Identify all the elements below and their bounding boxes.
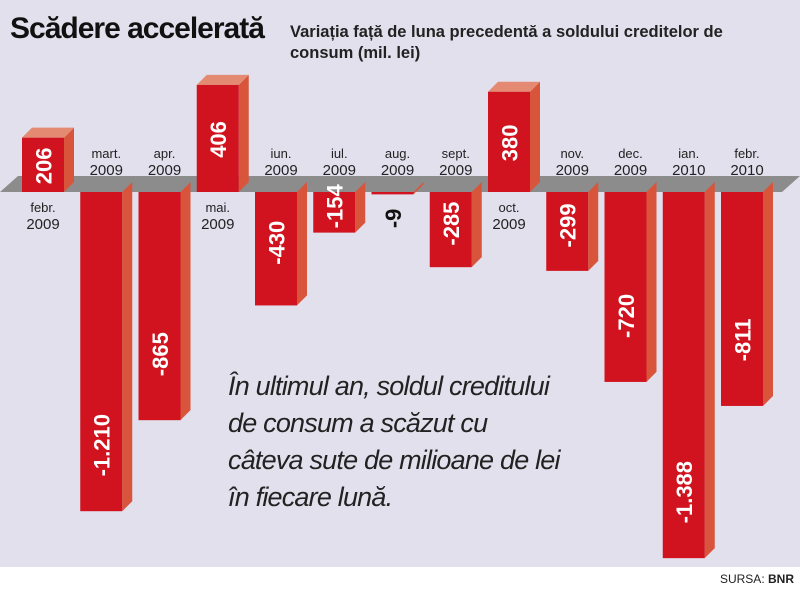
data-label: -299: [556, 203, 581, 247]
data-label: 380: [498, 125, 523, 162]
data-label: 406: [206, 121, 231, 158]
bar-side: [530, 81, 540, 192]
category-label: 2010: [730, 162, 763, 179]
category-label: 2009: [439, 162, 472, 179]
annotation-note: În ultimul an, soldul creditului de cons…: [228, 368, 588, 516]
data-label: 206: [32, 147, 57, 184]
bar: [313, 192, 356, 233]
category-label: 2009: [492, 216, 525, 233]
bar-side: [471, 182, 482, 268]
note-line: În ultimul an, soldul creditului: [228, 371, 550, 401]
bar-side: [588, 182, 599, 271]
bar: [721, 192, 763, 406]
category-label: 2009: [148, 162, 181, 179]
bar: [138, 192, 181, 421]
category-label: iun.: [271, 146, 292, 161]
chart-subtitle: Variația față de luna precedentă a soldu…: [290, 23, 723, 62]
bar-side: [180, 182, 191, 421]
data-label: -154: [323, 184, 348, 229]
data-label: -720: [614, 294, 639, 338]
category-label: 2009: [614, 162, 647, 179]
page-title: Scădere accelerată: [10, 12, 265, 45]
bar: [255, 192, 297, 306]
category-label: mart.: [91, 146, 121, 161]
bar-top: [196, 74, 249, 85]
bar-side: [297, 182, 307, 306]
category-label: apr.: [154, 146, 176, 161]
source-label: SURSA:: [719, 572, 765, 586]
data-label: -430: [265, 221, 290, 265]
category-label: ian.: [678, 146, 699, 161]
data-label: -811: [731, 319, 756, 362]
category-label: 2010: [672, 162, 705, 179]
category-label: 2009: [90, 162, 123, 179]
category-label: 2009: [201, 216, 234, 233]
bar-side: [355, 182, 366, 233]
category-label: mai.: [205, 200, 230, 215]
bar: [371, 192, 414, 195]
bar-side: [122, 182, 133, 512]
note-line: de consum a scăzut cu: [228, 408, 488, 438]
bar-side: [64, 127, 74, 192]
data-label: -9: [381, 209, 406, 229]
category-label: 2009: [381, 162, 414, 179]
category-label: aug.: [385, 146, 410, 161]
data-label: -285: [439, 202, 464, 246]
data-label: -865: [148, 332, 173, 376]
category-label: dec.: [618, 146, 643, 161]
category-label: 2009: [323, 162, 356, 179]
source-value: BNR: [768, 572, 794, 586]
category-label: febr.: [30, 200, 55, 215]
bar: [196, 84, 239, 192]
category-label: oct.: [499, 200, 520, 215]
bar-top: [22, 127, 74, 138]
category-label: 2009: [26, 216, 59, 233]
bar-side: [413, 182, 424, 195]
bar-side: [704, 182, 715, 559]
category-label: febr.: [734, 146, 759, 161]
bar: [604, 192, 647, 382]
category-label: 2009: [264, 162, 297, 179]
bar: [662, 192, 705, 559]
bar: [22, 137, 64, 192]
bar-side: [763, 182, 773, 406]
data-label: -1.388: [672, 461, 697, 523]
category-label: iul.: [331, 146, 348, 161]
data-label: -1.210: [90, 414, 115, 476]
bar: [546, 192, 589, 271]
bar: [488, 91, 530, 192]
category-label: nov.: [560, 146, 584, 161]
bar-side: [646, 182, 657, 382]
bar: [429, 192, 472, 268]
category-label: 2009: [556, 162, 589, 179]
bar-side: [238, 74, 249, 192]
bar-chart: 206febr.2009-1.210mart.2009-865apr.20094…: [0, 74, 800, 559]
note-line: în fiecare lună.: [228, 482, 393, 512]
source-credit: SURSA: BNR: [720, 572, 794, 586]
bar: [80, 192, 123, 512]
note-line: câteva sute de milioane de lei: [228, 445, 561, 475]
category-label: sept.: [442, 146, 470, 161]
bar-top: [488, 81, 540, 92]
